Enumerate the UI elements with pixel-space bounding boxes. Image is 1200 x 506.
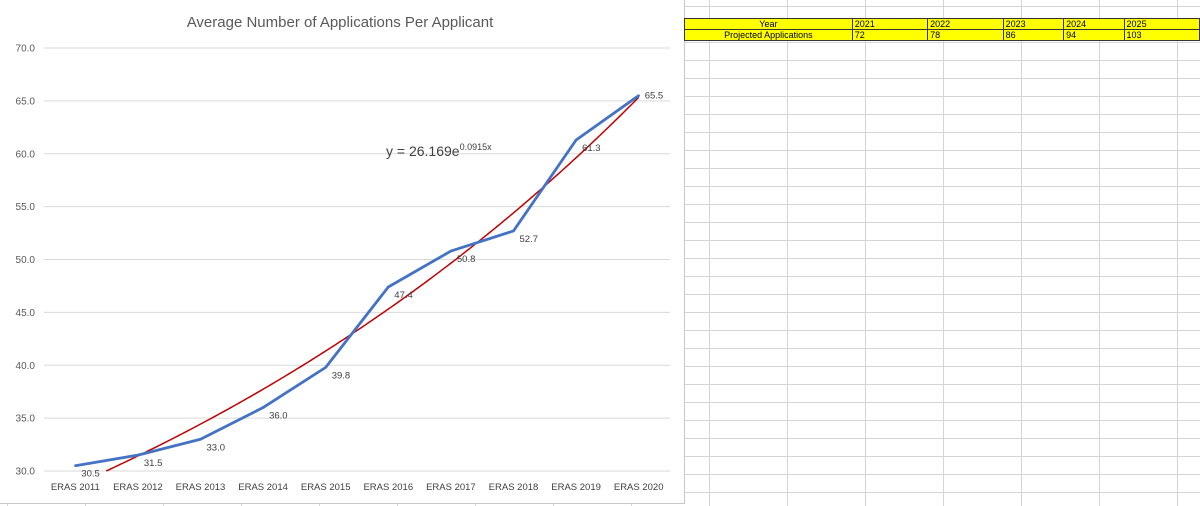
y-tick-label: 35.0: [16, 414, 36, 425]
data-label: 30.5: [81, 469, 100, 480]
data-label: 47.4: [394, 290, 413, 301]
data-label: 31.5: [144, 458, 163, 469]
y-tick-label: 70.0: [16, 44, 36, 55]
x-tick-label: ERAS 2012: [113, 482, 163, 493]
data-label: 61.3: [582, 143, 601, 154]
data-point: [387, 285, 390, 289]
projected-cell[interactable]: 103: [1123, 29, 1200, 41]
projected-cell[interactable]: 86: [1002, 29, 1065, 41]
x-tick-label: ERAS 2016: [363, 482, 413, 493]
y-tick-label: 55.0: [16, 202, 36, 213]
y-tick-label: 50.0: [16, 255, 36, 266]
data-label: 36.0: [269, 411, 288, 422]
data-point: [512, 229, 515, 233]
x-tick-label: ERAS 2013: [176, 482, 226, 493]
data-point: [324, 366, 327, 369]
data-label: 52.7: [520, 234, 539, 245]
year-cell[interactable]: 2021: [851, 18, 929, 30]
trendline-equation-base: y = 26.169e: [386, 143, 460, 159]
x-tick-label: ERAS 2019: [551, 482, 601, 493]
x-tick-label: ERAS 2018: [489, 482, 539, 493]
line-chart: 30.0 35.0 40.0 45.0 50.0 55.0 60.0 65.0 70.0 ERAS…: [16, 44, 670, 493]
y-tick-label: 30.0: [16, 467, 36, 478]
year-cell[interactable]: 2022: [927, 18, 1004, 30]
data-point: [637, 94, 640, 97]
data-point: [449, 249, 453, 253]
projection-table: Year 2021 2022 2023 2024 2025 Projected …: [684, 18, 1200, 41]
data-point: [199, 438, 202, 441]
trendline-equation: y = 26.169e0.0915x: [386, 142, 492, 159]
y-tick-label: 60.0: [16, 149, 36, 160]
x-tick-label: ERAS 2020: [614, 482, 664, 493]
projected-header-cell[interactable]: Projected Applications: [684, 29, 853, 41]
year-cell[interactable]: 2024: [1063, 18, 1125, 30]
y-tick-label: 40.0: [16, 361, 36, 372]
year-header-cell[interactable]: Year: [684, 18, 853, 30]
chart-area[interactable]: 30.0 35.0 40.0 45.0 50.0 55.0 60.0 65.0 70.0 ERAS…: [0, 0, 685, 504]
year-cell[interactable]: 2025: [1123, 18, 1200, 30]
data-label: 65.5: [645, 91, 664, 102]
data-label: 50.8: [457, 254, 476, 265]
projected-cell[interactable]: 94: [1063, 29, 1125, 41]
data-label: 39.8: [332, 370, 351, 381]
trendline-equation-exponent: 0.0915x: [459, 142, 492, 152]
data-point: [574, 138, 578, 142]
projected-cell[interactable]: 72: [851, 29, 929, 41]
trendline: [105, 96, 640, 472]
year-row: Year 2021 2022 2023 2024 2025: [684, 18, 1200, 30]
chart-title: Average Number of Applications Per Appli…: [186, 14, 494, 31]
y-tick-label: 45.0: [16, 308, 36, 319]
data-point: [136, 453, 140, 457]
data-point: [261, 406, 265, 409]
year-cell[interactable]: 2023: [1002, 18, 1065, 30]
y-tick-label: 65.0: [16, 96, 36, 107]
projected-cell[interactable]: 78: [927, 29, 1004, 41]
x-tick-label: ERAS 2015: [301, 482, 351, 493]
x-tick-label: ERAS 2017: [426, 482, 476, 493]
data-point: [74, 464, 77, 467]
series-line: [75, 94, 640, 468]
x-tick-label: ERAS 2011: [51, 482, 100, 493]
x-tick-label: ERAS 2014: [238, 482, 288, 493]
projected-row: Projected Applications 72 78 86 94 103: [684, 29, 1200, 41]
data-label: 33.0: [207, 442, 226, 453]
